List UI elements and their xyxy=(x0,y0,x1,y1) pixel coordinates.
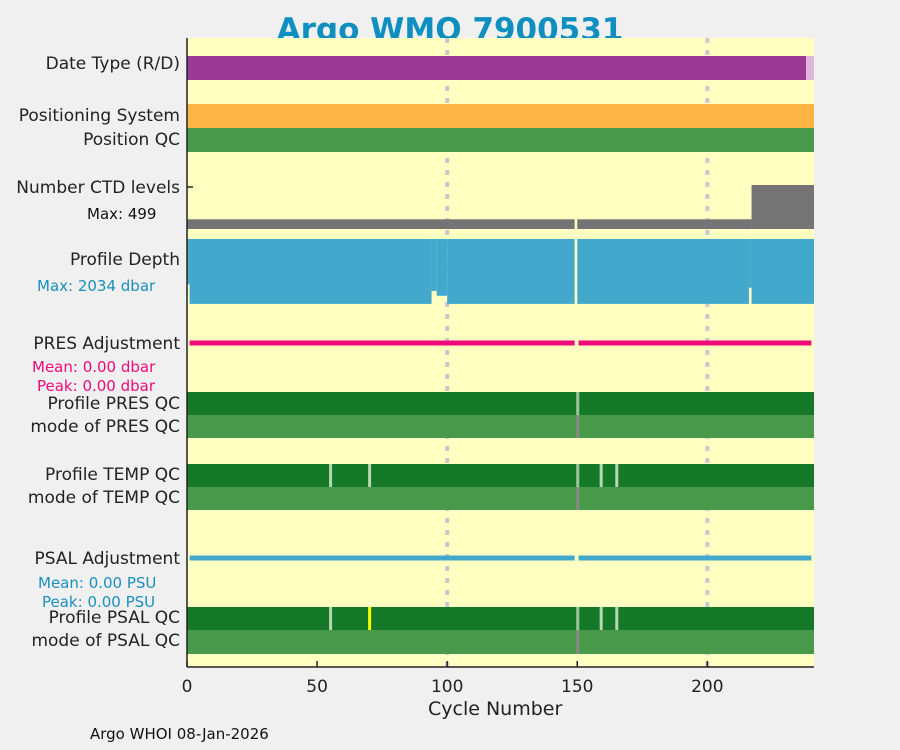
row-label-mode-psal-qc: mode of PSAL QC xyxy=(31,631,180,651)
pres-mean-label: Mean: 0.00 dbar xyxy=(32,358,156,376)
row-label-mode-temp-qc: mode of TEMP QC xyxy=(27,488,180,508)
row-label-ctd-levels: Number CTD levels xyxy=(16,178,180,198)
row-label-psal-adjustment: PSAL Adjustment xyxy=(34,549,180,569)
x-tick-label: 0 xyxy=(182,677,193,697)
qc-mark xyxy=(576,607,580,630)
profile-depth-bar xyxy=(431,239,437,291)
row-label-positioning: Positioning System xyxy=(18,106,180,126)
profile-depth-bar xyxy=(189,239,432,304)
profile-depth-bar xyxy=(187,239,190,285)
profile-depth-bar xyxy=(447,239,575,304)
x-tick-label: 200 xyxy=(691,677,723,697)
qc-mark xyxy=(599,607,603,630)
band-mode_temp_qc xyxy=(187,487,814,510)
ctd-levels-bar xyxy=(577,219,752,229)
band-mode_pres_qc xyxy=(187,415,814,438)
band-position_qc xyxy=(187,128,814,152)
qc-mark xyxy=(576,464,580,487)
band-positioning xyxy=(187,104,814,128)
footer-credit: Argo WHOI 08-Jan-2026 xyxy=(90,725,269,743)
date-type-segment xyxy=(806,56,814,80)
row-label-position-qc: Position QC xyxy=(83,130,180,150)
row-label-profile-temp-qc: Profile TEMP QC xyxy=(45,465,180,485)
row-label-profile-psal-qc: Profile PSAL QC xyxy=(48,608,180,628)
row-label-mode-pres-qc: mode of PRES QC xyxy=(30,417,180,437)
profile-depth-bar xyxy=(751,239,814,304)
row-label-date-type: Date Type (R/D) xyxy=(45,54,180,74)
qc-mark xyxy=(368,464,372,487)
x-tick-label: 150 xyxy=(561,677,593,697)
date-type-segment xyxy=(187,56,807,80)
pres-peak-label: Peak: 0.00 dbar xyxy=(37,377,156,395)
psal-mean-label: Mean: 0.00 PSU xyxy=(38,574,157,592)
depth-max-label: Max: 2034 dbar xyxy=(37,277,156,295)
qc-mark xyxy=(615,464,619,487)
qc-mark xyxy=(576,415,580,438)
ctd-levels-bar xyxy=(187,219,575,229)
qc-mark xyxy=(615,607,619,630)
qc-mark xyxy=(576,630,580,654)
row-label-pres-adjustment: PRES Adjustment xyxy=(33,334,180,354)
psal-peak-label: Peak: 0.00 PSU xyxy=(42,593,156,611)
band-profile_pres_qc xyxy=(187,392,814,415)
profile-depth-bar xyxy=(748,239,752,288)
profile-depth-bar xyxy=(436,239,448,296)
qc-mark xyxy=(599,464,603,487)
ctd-max-label: Max: 499 xyxy=(87,205,157,223)
row-label-profile-depth: Profile Depth xyxy=(69,250,180,270)
qc-mark xyxy=(329,464,333,487)
ctd-levels-bar xyxy=(751,185,814,229)
x-axis-label: Cycle Number xyxy=(428,698,563,720)
qc-mark xyxy=(576,487,580,510)
qc-mark xyxy=(368,607,372,630)
band-profile_temp_qc xyxy=(187,464,814,487)
band-profile_psal_qc xyxy=(187,607,814,630)
x-tick-label: 50 xyxy=(306,677,328,697)
qc-mark xyxy=(576,392,580,415)
row-label-profile-pres-qc: Profile PRES QC xyxy=(47,394,180,414)
x-tick-label: 100 xyxy=(431,677,463,697)
qc-mark xyxy=(329,607,333,630)
band-mode_psal_qc xyxy=(187,630,814,654)
profile-depth-bar xyxy=(577,239,749,304)
